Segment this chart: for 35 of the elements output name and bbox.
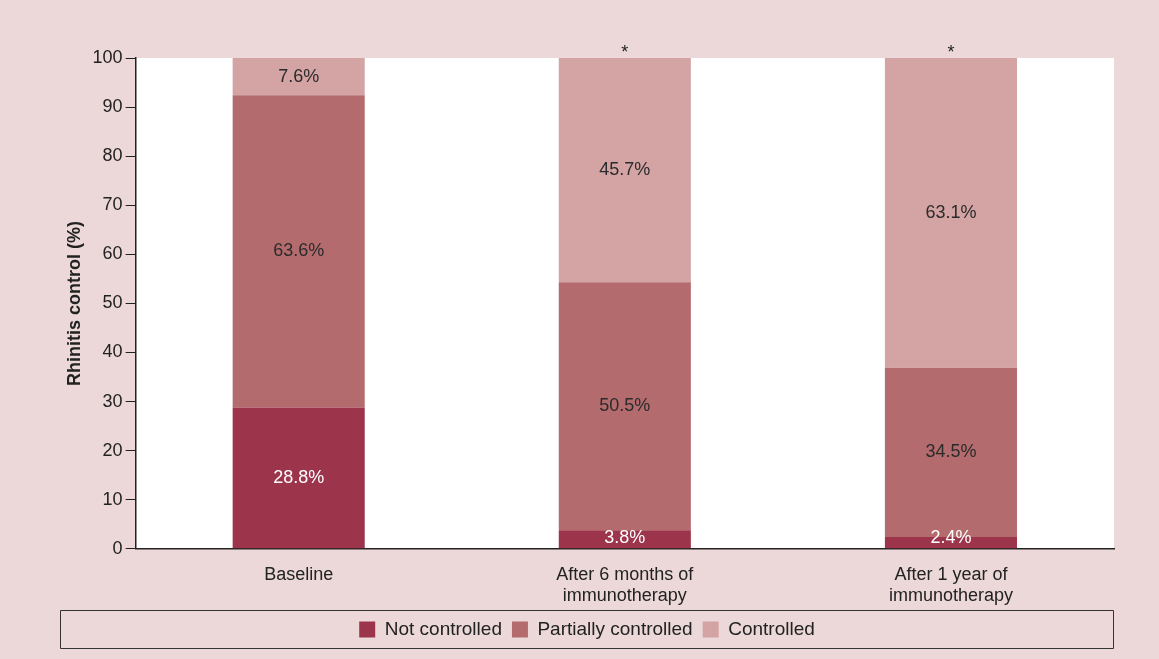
annotation: * [947,41,955,62]
bar [232,407,365,549]
data-label: 63.6% [273,240,325,261]
annotation: * [621,41,629,62]
x-tick-label: Baseline [264,563,334,584]
legend-label: Partially controlled [537,617,693,639]
data-label: 3.8% [604,527,646,548]
data-label: 45.7% [599,159,651,180]
y-tick-label: 70 [102,194,123,215]
y-tick-label: 90 [102,96,123,117]
data-label: 34.5% [925,441,977,462]
bar [232,58,365,96]
y-tick-label: 50 [102,292,123,313]
y-tick-label: 40 [102,341,123,362]
bar [558,282,691,531]
legend-label: Not controlled [384,617,502,639]
y-tick-label: 0 [112,537,123,558]
bar [232,95,365,408]
data-label: 50.5% [599,395,651,416]
x-tick-label: After 1 year of immunotherapy [888,563,1013,606]
bar [884,58,1017,368]
bar [558,58,691,283]
y-tick-label: 100 [92,46,123,67]
data-label: 28.8% [273,466,325,487]
y-tick-label: 80 [102,145,123,166]
y-tick-label: 30 [102,390,123,411]
y-axis-title: Rhinitis control (%) [63,220,84,386]
legend-label: Controlled [728,617,815,639]
data-label: 7.6% [278,65,320,86]
data-label: 63.1% [925,201,977,222]
data-label: 2.4% [930,527,972,548]
y-tick-label: 10 [102,488,123,509]
y-tick-label: 60 [102,243,123,264]
y-tick-label: 20 [102,439,123,460]
x-tick-label: After 6 months of immunotherapy [556,563,695,606]
